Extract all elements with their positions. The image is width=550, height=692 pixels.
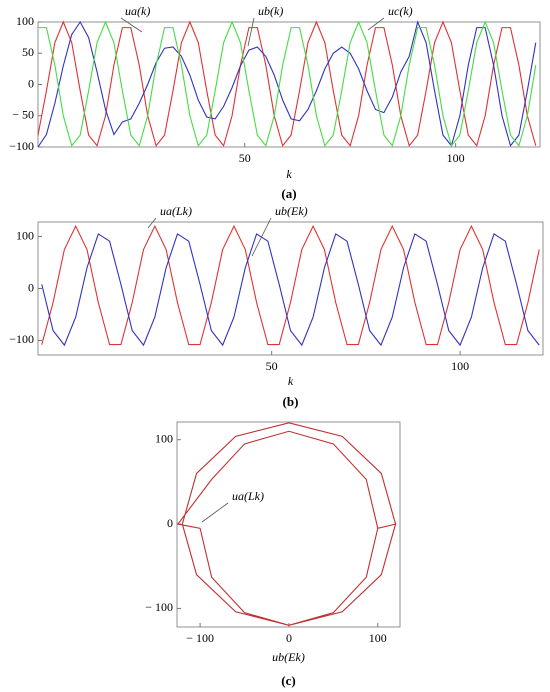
series-label: uc(k) <box>388 4 413 18</box>
series-line <box>38 20 537 147</box>
y-tick-label: −100 <box>9 332 34 346</box>
annotation-leader <box>120 17 143 33</box>
y-tick-label: 100 <box>16 228 34 242</box>
plot-frame <box>176 421 401 628</box>
series-line <box>176 422 397 626</box>
y-tick-label: 100 <box>155 431 173 445</box>
series-label: ua(k) <box>125 4 150 18</box>
x-tick-label: 100 <box>369 631 387 645</box>
y-tick-label: 100 <box>16 14 34 28</box>
x-axis-label: k <box>286 167 292 181</box>
annotation-leader <box>367 17 385 31</box>
annotation-leader <box>201 502 229 523</box>
y-tick-label: − 50 <box>12 108 34 122</box>
x-tick-label: 50 <box>266 359 278 373</box>
caption: (a) <box>281 186 296 201</box>
series-label: ua(Lk) <box>160 204 192 218</box>
series-label: ua(Lk) <box>232 489 264 503</box>
x-tick-label: 100 <box>447 151 465 165</box>
caption: (c) <box>281 673 295 688</box>
series-line <box>37 20 537 148</box>
series-line <box>41 224 540 346</box>
y-tick-label: 50 <box>22 45 34 59</box>
y-tick-label: 0 <box>28 76 34 90</box>
plot-frame <box>37 221 544 356</box>
annotation-leader <box>251 217 272 257</box>
y-tick-label: 0 <box>167 516 173 530</box>
x-axis-label: ub(Ek) <box>272 650 305 664</box>
x-tick-label: 100 <box>451 359 469 373</box>
annotation-leader <box>147 217 157 229</box>
y-tick-label: − 100 <box>145 600 173 614</box>
x-tick-label: − 100 <box>186 631 214 645</box>
x-axis-label: k <box>288 374 294 388</box>
series-line <box>37 20 537 147</box>
annotation-leader <box>247 17 255 47</box>
y-tick-label: −100 <box>9 139 34 153</box>
x-tick-label: 50 <box>239 151 251 165</box>
y-tick-label: 0 <box>28 280 34 294</box>
caption: (b) <box>283 394 299 409</box>
series-line <box>41 233 540 347</box>
series-label: ub(Ek) <box>275 204 308 218</box>
x-tick-label: 0 <box>286 631 292 645</box>
series-label: ub(k) <box>258 4 283 18</box>
